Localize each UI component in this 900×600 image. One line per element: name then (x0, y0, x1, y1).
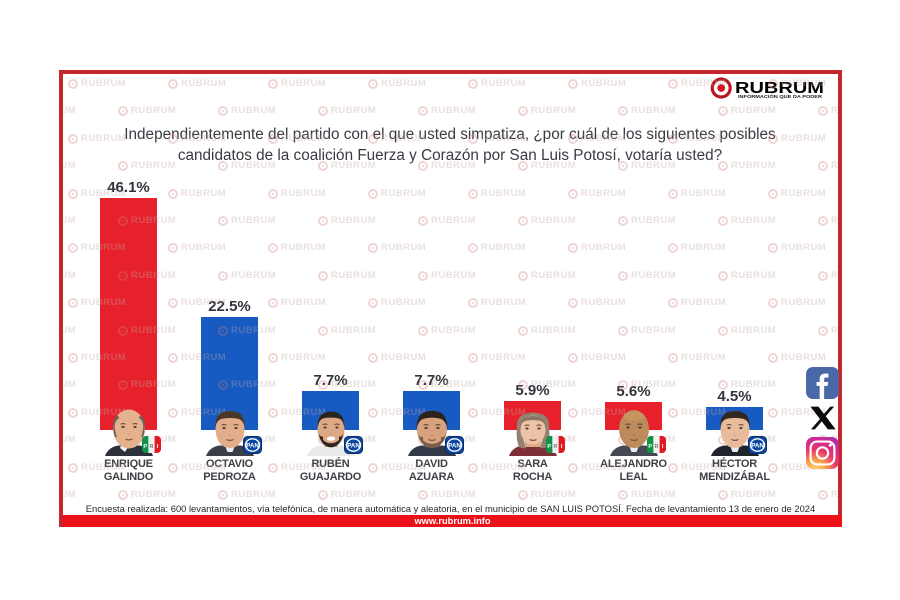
svg-text:P: P (547, 444, 551, 450)
svg-text:RUBRUM: RUBRUM (735, 80, 824, 97)
svg-text:PAN: PAN (751, 442, 764, 449)
svg-text:INFORMACIÓN QUE DA PODER: INFORMACIÓN QUE DA PODER (738, 94, 823, 99)
svg-text:PAN: PAN (246, 442, 259, 449)
svg-text:P: P (648, 444, 652, 450)
svg-text:R: R (654, 444, 658, 450)
svg-text:PAN: PAN (448, 442, 461, 449)
svg-text:I: I (661, 444, 663, 450)
svg-text:P: P (143, 444, 147, 450)
svg-text:R: R (553, 444, 557, 450)
svg-text:I: I (560, 444, 562, 450)
svg-text:R: R (149, 444, 153, 450)
svg-text:I: I (156, 444, 158, 450)
svg-text:PAN: PAN (347, 442, 360, 449)
